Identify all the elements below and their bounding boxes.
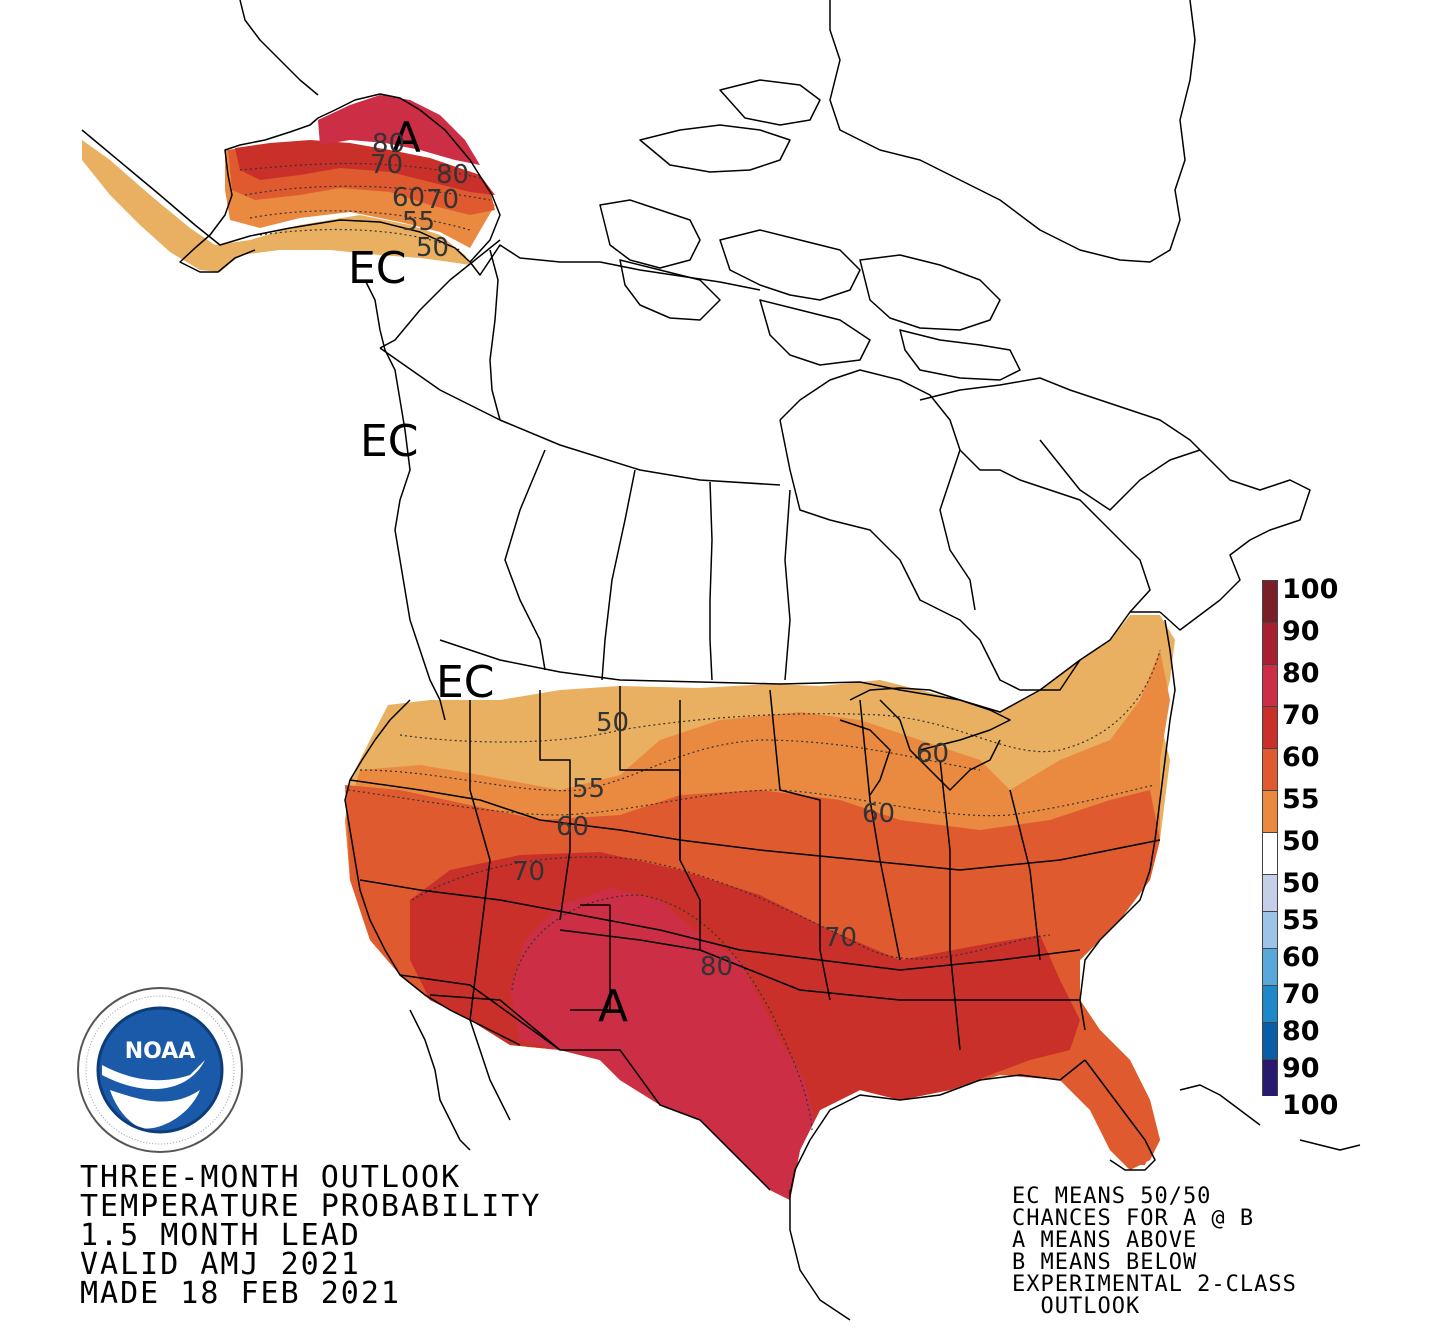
- contour-label: 80: [700, 952, 733, 982]
- contour-label: 55: [402, 207, 435, 237]
- legend-notes: EC MEANS 50/50 CHANCES FOR A @ B A MEANS…: [1012, 1186, 1297, 1318]
- legend-label: 55: [1282, 784, 1320, 815]
- legend-label: 80: [1282, 658, 1320, 689]
- legend-swatch: [1262, 790, 1278, 832]
- legend-swatch: [1262, 1059, 1278, 1096]
- legend-swatch: [1262, 985, 1278, 1022]
- outlook-title-block: THREE-MONTH OUTLOOK TEMPERATURE PROBABIL…: [80, 1160, 542, 1311]
- coastlines: [81, 0, 1361, 1321]
- note-line: EC MEANS 50/50: [1012, 1184, 1212, 1209]
- legend-swatch: [1262, 664, 1278, 706]
- title-line: VALID AMJ 2021: [80, 1247, 361, 1282]
- legend-color-bar: [1262, 580, 1278, 1096]
- above-label-southwest: A: [598, 981, 628, 1032]
- noaa-logo-text: NOAA: [125, 1039, 196, 1064]
- legend-swatch: [1262, 1022, 1278, 1059]
- title-line: THREE-MONTH OUTLOOK: [80, 1160, 462, 1195]
- note-line: B MEANS BELOW: [1012, 1250, 1198, 1275]
- legend-swatch: [1262, 874, 1278, 911]
- title-line: TEMPERATURE PROBABILITY: [80, 1189, 542, 1224]
- note-line: A MEANS ABOVE: [1012, 1228, 1198, 1253]
- legend-label: 50: [1282, 826, 1320, 857]
- legend-label: 50: [1282, 868, 1320, 899]
- ec-label-alaska: EC: [348, 243, 407, 294]
- contour-label: 70: [824, 923, 857, 953]
- contour-label: 50: [416, 233, 449, 263]
- contour-label: 70: [370, 150, 403, 180]
- contour-label: 70: [512, 857, 545, 887]
- contour-label: 55: [572, 774, 605, 804]
- note-line: EXPERIMENTAL 2-CLASS: [1012, 1272, 1297, 1297]
- legend-label: 100: [1282, 1090, 1339, 1121]
- note-line: OUTLOOK: [1012, 1294, 1141, 1319]
- legend-swatch: [1262, 832, 1278, 874]
- legend-swatch: [1262, 911, 1278, 948]
- legend-swatch: [1262, 748, 1278, 790]
- legend-label: 90: [1282, 1053, 1320, 1084]
- conus-shading: [345, 615, 1175, 1200]
- legend-label: 80: [1282, 1016, 1320, 1047]
- contour-label: 50: [596, 708, 629, 738]
- legend-swatch: [1262, 580, 1278, 622]
- noaa-logo: NOAA: [77, 987, 243, 1153]
- legend-label: 100: [1282, 574, 1339, 605]
- note-line: CHANCES FOR A @ B: [1012, 1206, 1255, 1231]
- legend-swatch: [1262, 948, 1278, 985]
- above-label-alaska: A: [392, 113, 421, 162]
- legend-label: 55: [1282, 905, 1320, 936]
- legend-label: 70: [1282, 979, 1320, 1010]
- legend-swatch: [1262, 706, 1278, 748]
- alaska-shading: [82, 95, 495, 272]
- contour-label: 60: [862, 799, 895, 829]
- contour-label: 60: [916, 739, 949, 769]
- title-line: 1.5 MONTH LEAD: [80, 1218, 361, 1253]
- legend-label: 90: [1282, 616, 1320, 647]
- legend-label: 60: [1282, 942, 1320, 973]
- contour-label: 80: [436, 160, 469, 190]
- contour-label: 70: [426, 185, 459, 215]
- legend-label: 60: [1282, 742, 1320, 773]
- ec-label-pnw: EC: [436, 657, 495, 708]
- title-line: MADE 18 FEB 2021: [80, 1276, 401, 1311]
- ec-label-bc: EC: [360, 416, 419, 467]
- contour-label: 80: [372, 129, 405, 159]
- contour-label: 60: [556, 812, 589, 842]
- contour-label: 60: [392, 183, 425, 213]
- legend-swatch: [1262, 622, 1278, 664]
- legend-label: 70: [1282, 700, 1320, 731]
